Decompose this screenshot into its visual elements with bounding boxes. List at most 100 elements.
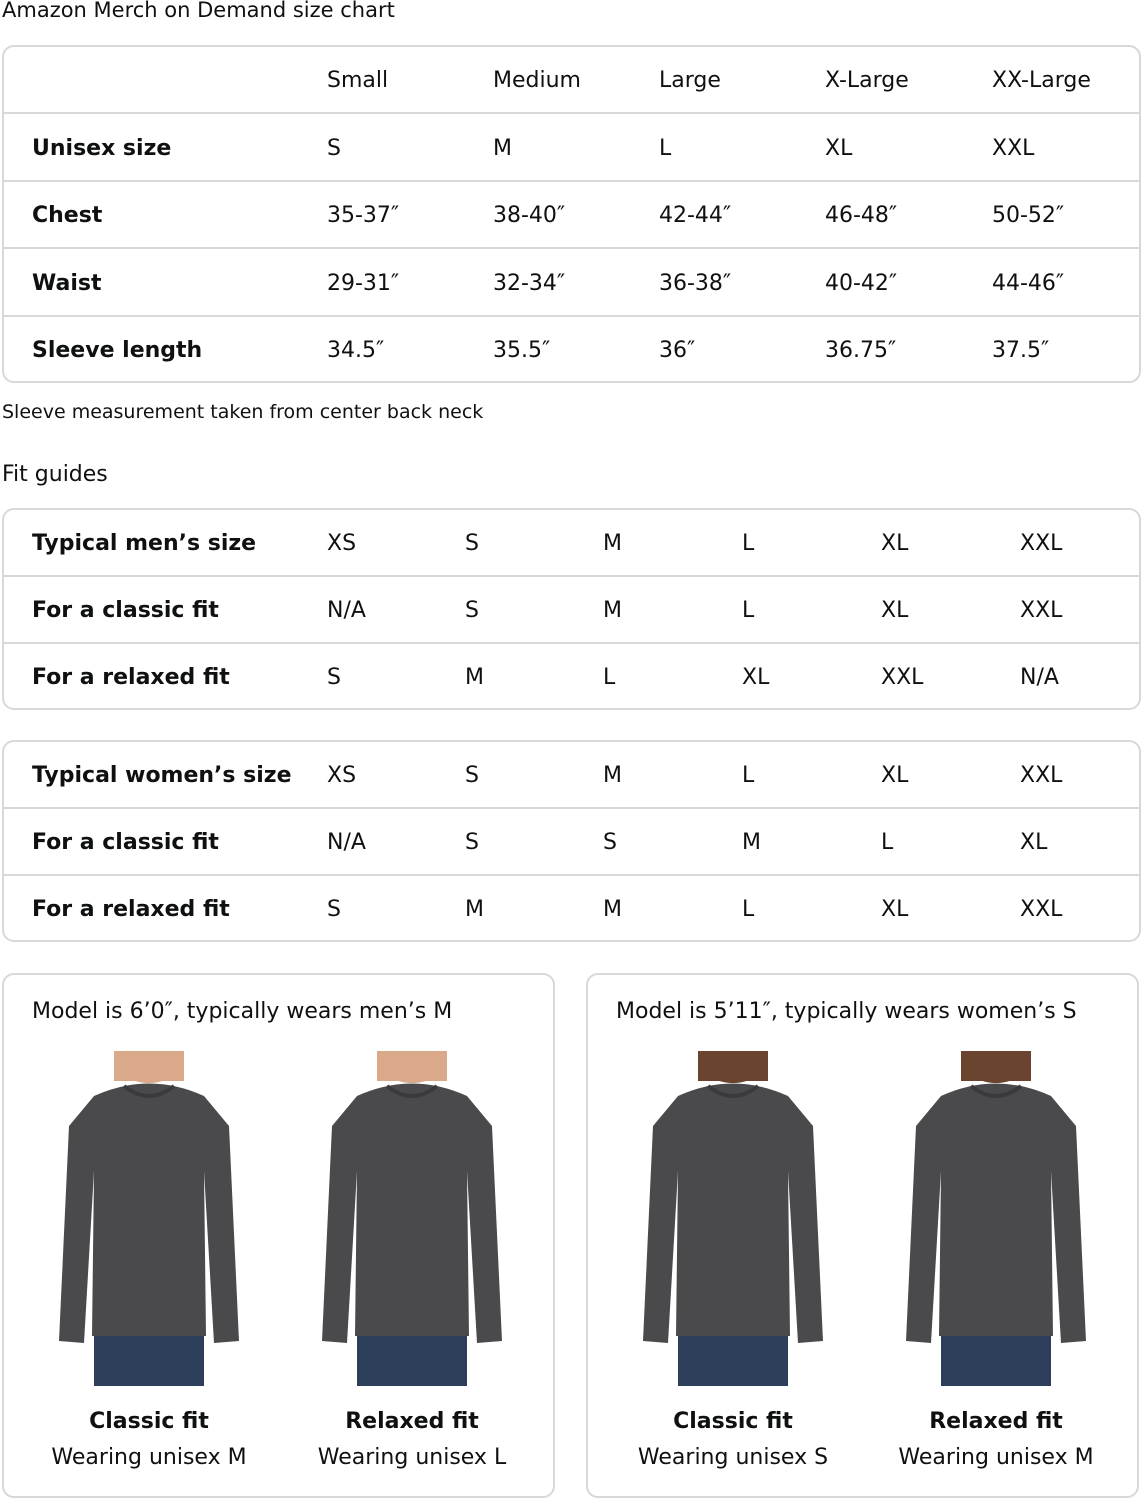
table-cell: N/A (327, 830, 366, 855)
table-cell: M (465, 897, 484, 922)
table-row: Chest 35-37″ 38-40″ 42-44″ 46-48″ 50-52″ (4, 182, 1139, 249)
table-cell: S (327, 135, 341, 161)
row-label: Sleeve length (32, 338, 203, 363)
page-title: Amazon Merch on Demand size chart (2, 0, 395, 22)
column-header: XX-Large (992, 68, 1091, 93)
table-cell: M (603, 763, 622, 788)
table-cell: L (742, 897, 755, 922)
column-header: X-Large (825, 68, 909, 93)
table-cell: S (465, 598, 479, 623)
table-cell: 35-37″ (327, 203, 400, 228)
table-cell: 36″ (659, 338, 696, 363)
mens-model-card: Model is 6’0″, typically wears men’s M C… (2, 973, 555, 1498)
size-chart-table: Small Medium Large X-Large XX-Large Unisex si… (2, 45, 1141, 383)
table-cell: N/A (327, 598, 366, 623)
table-cell: S (465, 531, 479, 556)
table-cell: XXL (1020, 598, 1063, 623)
table-cell: 29-31″ (327, 270, 400, 296)
table-cell: S (603, 830, 617, 855)
table-cell: M (742, 830, 761, 855)
model-description: Model is 6’0″, typically wears men’s M (32, 999, 453, 1024)
table-cell: L (659, 135, 672, 161)
column-header: Medium (493, 68, 581, 93)
table-row: Typical men’s size XS S M L XL XXL (4, 510, 1139, 577)
model-photo (638, 1039, 828, 1386)
row-label: For a classic fit (32, 598, 219, 623)
table-cell: S (465, 830, 479, 855)
column-header: Small (327, 68, 389, 93)
table-cell: 46-48″ (825, 203, 898, 228)
table-cell: 35.5″ (493, 338, 551, 363)
table-cell: 42-44″ (659, 203, 732, 228)
fit-name: Classic fit (673, 1409, 793, 1434)
model-description: Model is 5’11″, typically wears women’s … (616, 999, 1077, 1024)
row-label: Waist (32, 270, 102, 296)
table-cell: L (603, 665, 616, 690)
fit-guides-heading: Fit guides (2, 462, 108, 487)
mens-fit-table: Typical men’s size XS S M L XL XXL For a classi… (2, 508, 1141, 710)
table-cell: S (327, 665, 341, 690)
table-cell: XXL (881, 665, 924, 690)
column-header: Large (659, 68, 721, 93)
wearing-size: Wearing unisex S (637, 1445, 829, 1470)
table-cell: 36.75″ (825, 338, 897, 363)
table-cell: XXL (1020, 531, 1063, 556)
row-label: For a relaxed fit (32, 897, 230, 922)
table-row: Typical women’s size XS S M L XL XXL (4, 742, 1139, 809)
table-cell: 37.5″ (992, 338, 1050, 363)
fit-name: Classic fit (89, 1409, 209, 1434)
table-cell: M (603, 598, 622, 623)
row-label: Typical men’s size (32, 531, 257, 556)
table-cell: 40-42″ (825, 270, 898, 296)
table-cell: XXL (1020, 897, 1063, 922)
table-cell: 36-38″ (659, 270, 732, 296)
table-cell: L (881, 830, 894, 855)
table-cell: XXL (992, 135, 1035, 161)
table-cell: XL (1020, 830, 1048, 855)
table-cell: M (603, 897, 622, 922)
measurement-note: Sleeve measurement taken from center bac… (2, 401, 484, 423)
row-label: For a classic fit (32, 830, 219, 855)
table-cell: M (493, 135, 512, 161)
table-cell: 44-46″ (992, 270, 1065, 296)
table-cell: XXL (1020, 763, 1063, 788)
row-label: Unisex size (32, 135, 172, 161)
table-cell: XL (825, 135, 853, 161)
table-row: Unisex size S M L XL XXL (4, 115, 1139, 182)
table-row: For a relaxed fit S M L XL XXL N/A (4, 644, 1139, 708)
wearing-size: Wearing unisex M (898, 1445, 1094, 1470)
model-photo (901, 1039, 1091, 1386)
row-label: For a relaxed fit (32, 665, 230, 690)
table-cell: M (603, 531, 622, 556)
table-cell: XL (881, 598, 909, 623)
table-cell: N/A (1020, 665, 1059, 690)
table-cell: 32-34″ (493, 270, 566, 296)
table-cell: L (742, 531, 755, 556)
table-cell: XL (881, 763, 909, 788)
table-row: For a classic fit N/A S S M L XL (4, 809, 1139, 876)
womens-fit-table: Typical women’s size XS S M L XL XXL For a clas… (2, 740, 1141, 942)
table-cell: S (327, 897, 341, 922)
table-header-row: Small Medium Large X-Large XX-Large (4, 47, 1139, 114)
table-cell: L (742, 763, 755, 788)
wearing-size: Wearing unisex L (317, 1445, 507, 1470)
table-cell: 34.5″ (327, 338, 385, 363)
table-row: For a classic fit N/A S M L XL XXL (4, 577, 1139, 644)
table-cell: XL (881, 897, 909, 922)
row-label: Chest (32, 203, 103, 228)
womens-model-card: Model is 5’11″, typically wears women’s … (586, 973, 1139, 1498)
table-row: Sleeve length 34.5″ 35.5″ 36″ 36.75″ 37.5″ (4, 317, 1139, 381)
model-photo (54, 1039, 244, 1386)
table-cell: S (465, 763, 479, 788)
table-cell: 50-52″ (992, 203, 1065, 228)
table-cell: XL (742, 665, 770, 690)
table-cell: XL (881, 531, 909, 556)
table-row: For a relaxed fit S M M L XL XXL (4, 876, 1139, 940)
table-cell: 38-40″ (493, 203, 566, 228)
table-cell: M (465, 665, 484, 690)
row-label: Typical women’s size (32, 763, 292, 788)
table-cell: XS (327, 531, 357, 556)
table-row: Waist 29-31″ 32-34″ 36-38″ 40-42″ 44-46″ (4, 250, 1139, 317)
table-cell: XS (327, 763, 357, 788)
fit-name: Relaxed fit (929, 1409, 1063, 1434)
